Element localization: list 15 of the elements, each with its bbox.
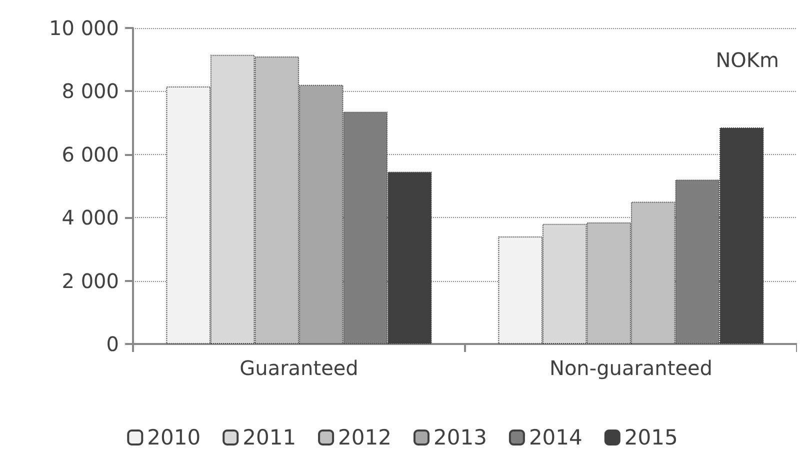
x-tick-label: Guaranteed [240, 356, 358, 380]
y-tick-label: 6 000 [62, 142, 119, 166]
y-tick-label: 4 000 [62, 206, 119, 230]
y-tick-label: 2 000 [62, 268, 119, 293]
y-tick-label: 8 000 [62, 79, 119, 104]
legend-label: 2014 [528, 426, 582, 450]
y-tick-label: 10 000 [49, 16, 119, 40]
legend-label: 2013 [434, 426, 487, 450]
legend-label: 2010 [147, 426, 201, 450]
legend-label: 2012 [338, 426, 392, 450]
y-tick-label: 0 [106, 332, 119, 356]
x-tick-label: Non-guaranteed [549, 356, 713, 380]
annotation: NOKm [716, 48, 780, 72]
legend-label: 2011 [242, 426, 296, 450]
legend-label: 2015 [624, 426, 678, 450]
